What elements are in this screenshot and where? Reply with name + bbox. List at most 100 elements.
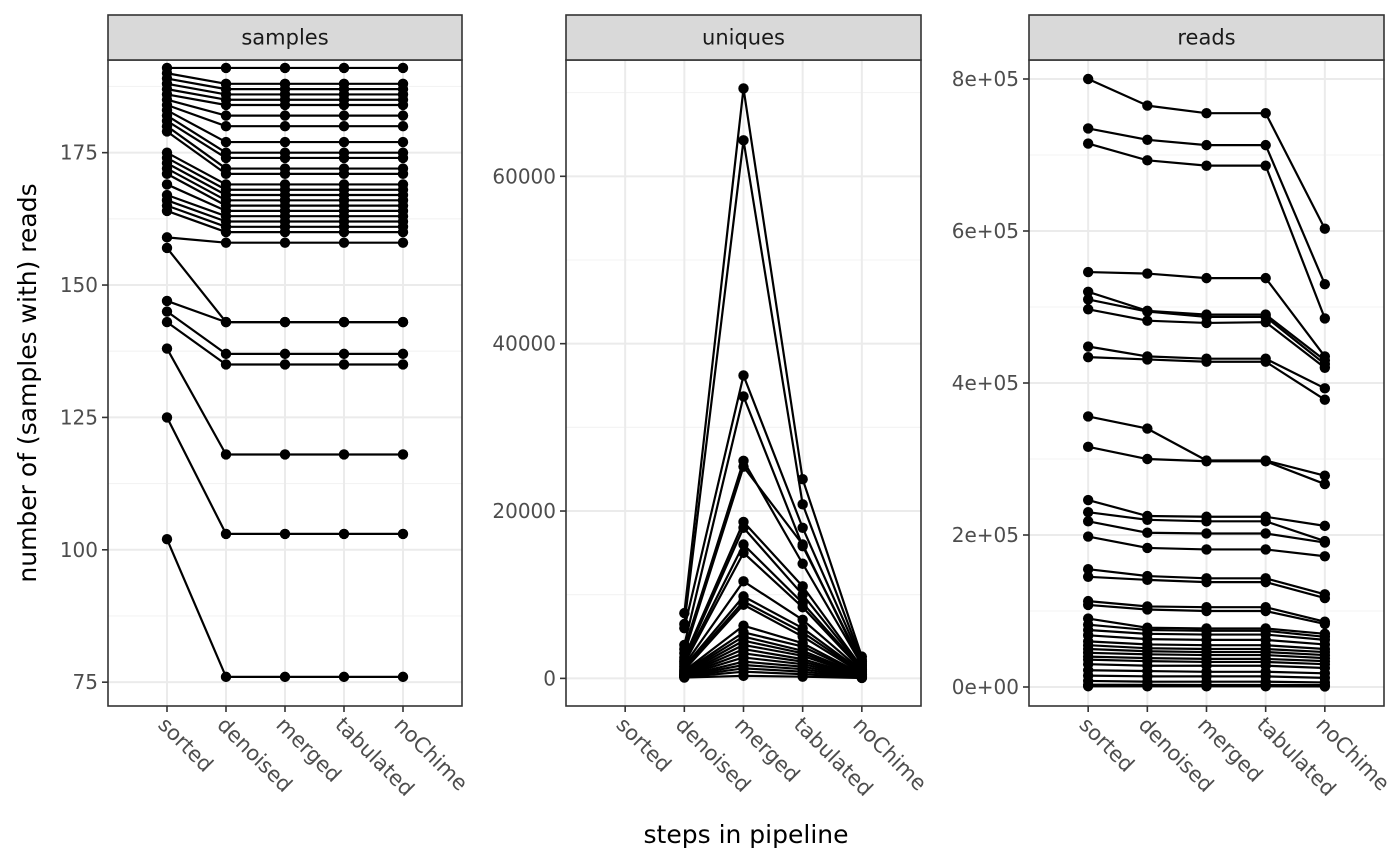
panel-reads: reads0e+002e+054e+056e+058e+05sorteddeno… [952, 14, 1394, 801]
data-point [161, 412, 173, 423]
series-line [1082, 138, 1331, 324]
data-point [161, 168, 173, 180]
series-path [683, 465, 863, 667]
data-point [1260, 160, 1271, 171]
data-point [161, 126, 173, 137]
data-point [279, 359, 291, 370]
data-point [1082, 494, 1094, 506]
data-point [338, 120, 350, 132]
series-line [161, 99, 409, 132]
y-tick-label: 100 [60, 538, 98, 562]
series-path [683, 139, 863, 661]
data-point [1082, 681, 1094, 692]
data-point [279, 62, 291, 74]
series-line [161, 94, 409, 121]
series-path [683, 526, 863, 670]
data-point [1082, 599, 1094, 611]
data-point [279, 226, 291, 238]
data-point [338, 136, 350, 148]
series-path [684, 667, 862, 679]
data-point [338, 449, 350, 460]
series-path [683, 647, 863, 678]
data-point [1260, 272, 1271, 284]
data-point [738, 135, 749, 146]
series-path [683, 643, 863, 677]
data-point [1142, 527, 1153, 538]
data-point [279, 110, 291, 121]
data-point [338, 671, 350, 683]
data-point [1319, 362, 1331, 373]
data-point [738, 461, 749, 472]
data-point [161, 242, 173, 254]
data-point [220, 152, 232, 164]
data-point [338, 99, 350, 111]
data-point [1319, 313, 1331, 324]
data-point [220, 237, 232, 248]
data-point [1319, 551, 1331, 562]
y-tick-label: 0e+00 [952, 675, 1019, 699]
series-line [1082, 516, 1331, 548]
data-point [220, 671, 232, 683]
data-point [797, 539, 808, 550]
series-line [161, 412, 409, 540]
series-path [683, 459, 863, 666]
data-point [797, 671, 808, 682]
facet-label: reads [1177, 26, 1235, 50]
data-point [397, 136, 409, 148]
data-point [1260, 516, 1271, 527]
data-point [1142, 315, 1153, 326]
data-point [738, 522, 749, 533]
data-point [279, 348, 291, 360]
series-path [684, 656, 863, 678]
data-point [1201, 356, 1212, 367]
data-point [1082, 516, 1094, 527]
data-point [738, 370, 749, 381]
series-path [683, 652, 863, 678]
data-point [1142, 155, 1153, 166]
data-point [1201, 108, 1212, 119]
series-line [161, 295, 409, 328]
facet-strip [1028, 14, 1385, 61]
y-axis-title: number of (samples with) reads [13, 183, 42, 582]
data-point [797, 558, 808, 569]
data-point [1142, 542, 1153, 554]
x-tick-label: sorted [153, 713, 217, 777]
data-point [279, 449, 291, 460]
data-point [397, 528, 409, 540]
data-point [1201, 516, 1212, 527]
data-point [279, 168, 291, 180]
data-point [279, 136, 291, 148]
y-tick-label: 0 [543, 666, 556, 690]
series-line [161, 115, 409, 164]
data-point [279, 120, 291, 132]
data-point [738, 391, 749, 402]
series-line [161, 534, 409, 683]
panels: samples75100125150175sorteddenoisedmerge… [60, 14, 1394, 801]
data-point [1260, 356, 1271, 367]
y-tick-label: 6e+05 [952, 219, 1019, 243]
series-line [1082, 599, 1331, 630]
data-point [1260, 544, 1271, 555]
data-point [1082, 304, 1094, 315]
data-point [1260, 605, 1271, 617]
data-point [1142, 268, 1153, 279]
data-point [279, 528, 291, 540]
data-point [1260, 108, 1271, 119]
facet-strip [565, 14, 922, 61]
data-point [397, 99, 409, 111]
data-point [397, 348, 409, 360]
series-path [683, 87, 863, 657]
data-point [1319, 681, 1331, 692]
y-tick-label: 40000 [492, 332, 556, 356]
y-tick-label: 125 [60, 405, 98, 429]
data-point [1142, 514, 1153, 525]
series-path [683, 520, 863, 669]
data-point [161, 316, 173, 328]
data-point [1082, 341, 1094, 352]
data-point [338, 110, 350, 121]
data-point [161, 179, 173, 190]
series-line [1082, 681, 1331, 692]
data-point [1319, 383, 1331, 394]
data-point [338, 359, 350, 370]
data-point [220, 316, 232, 328]
